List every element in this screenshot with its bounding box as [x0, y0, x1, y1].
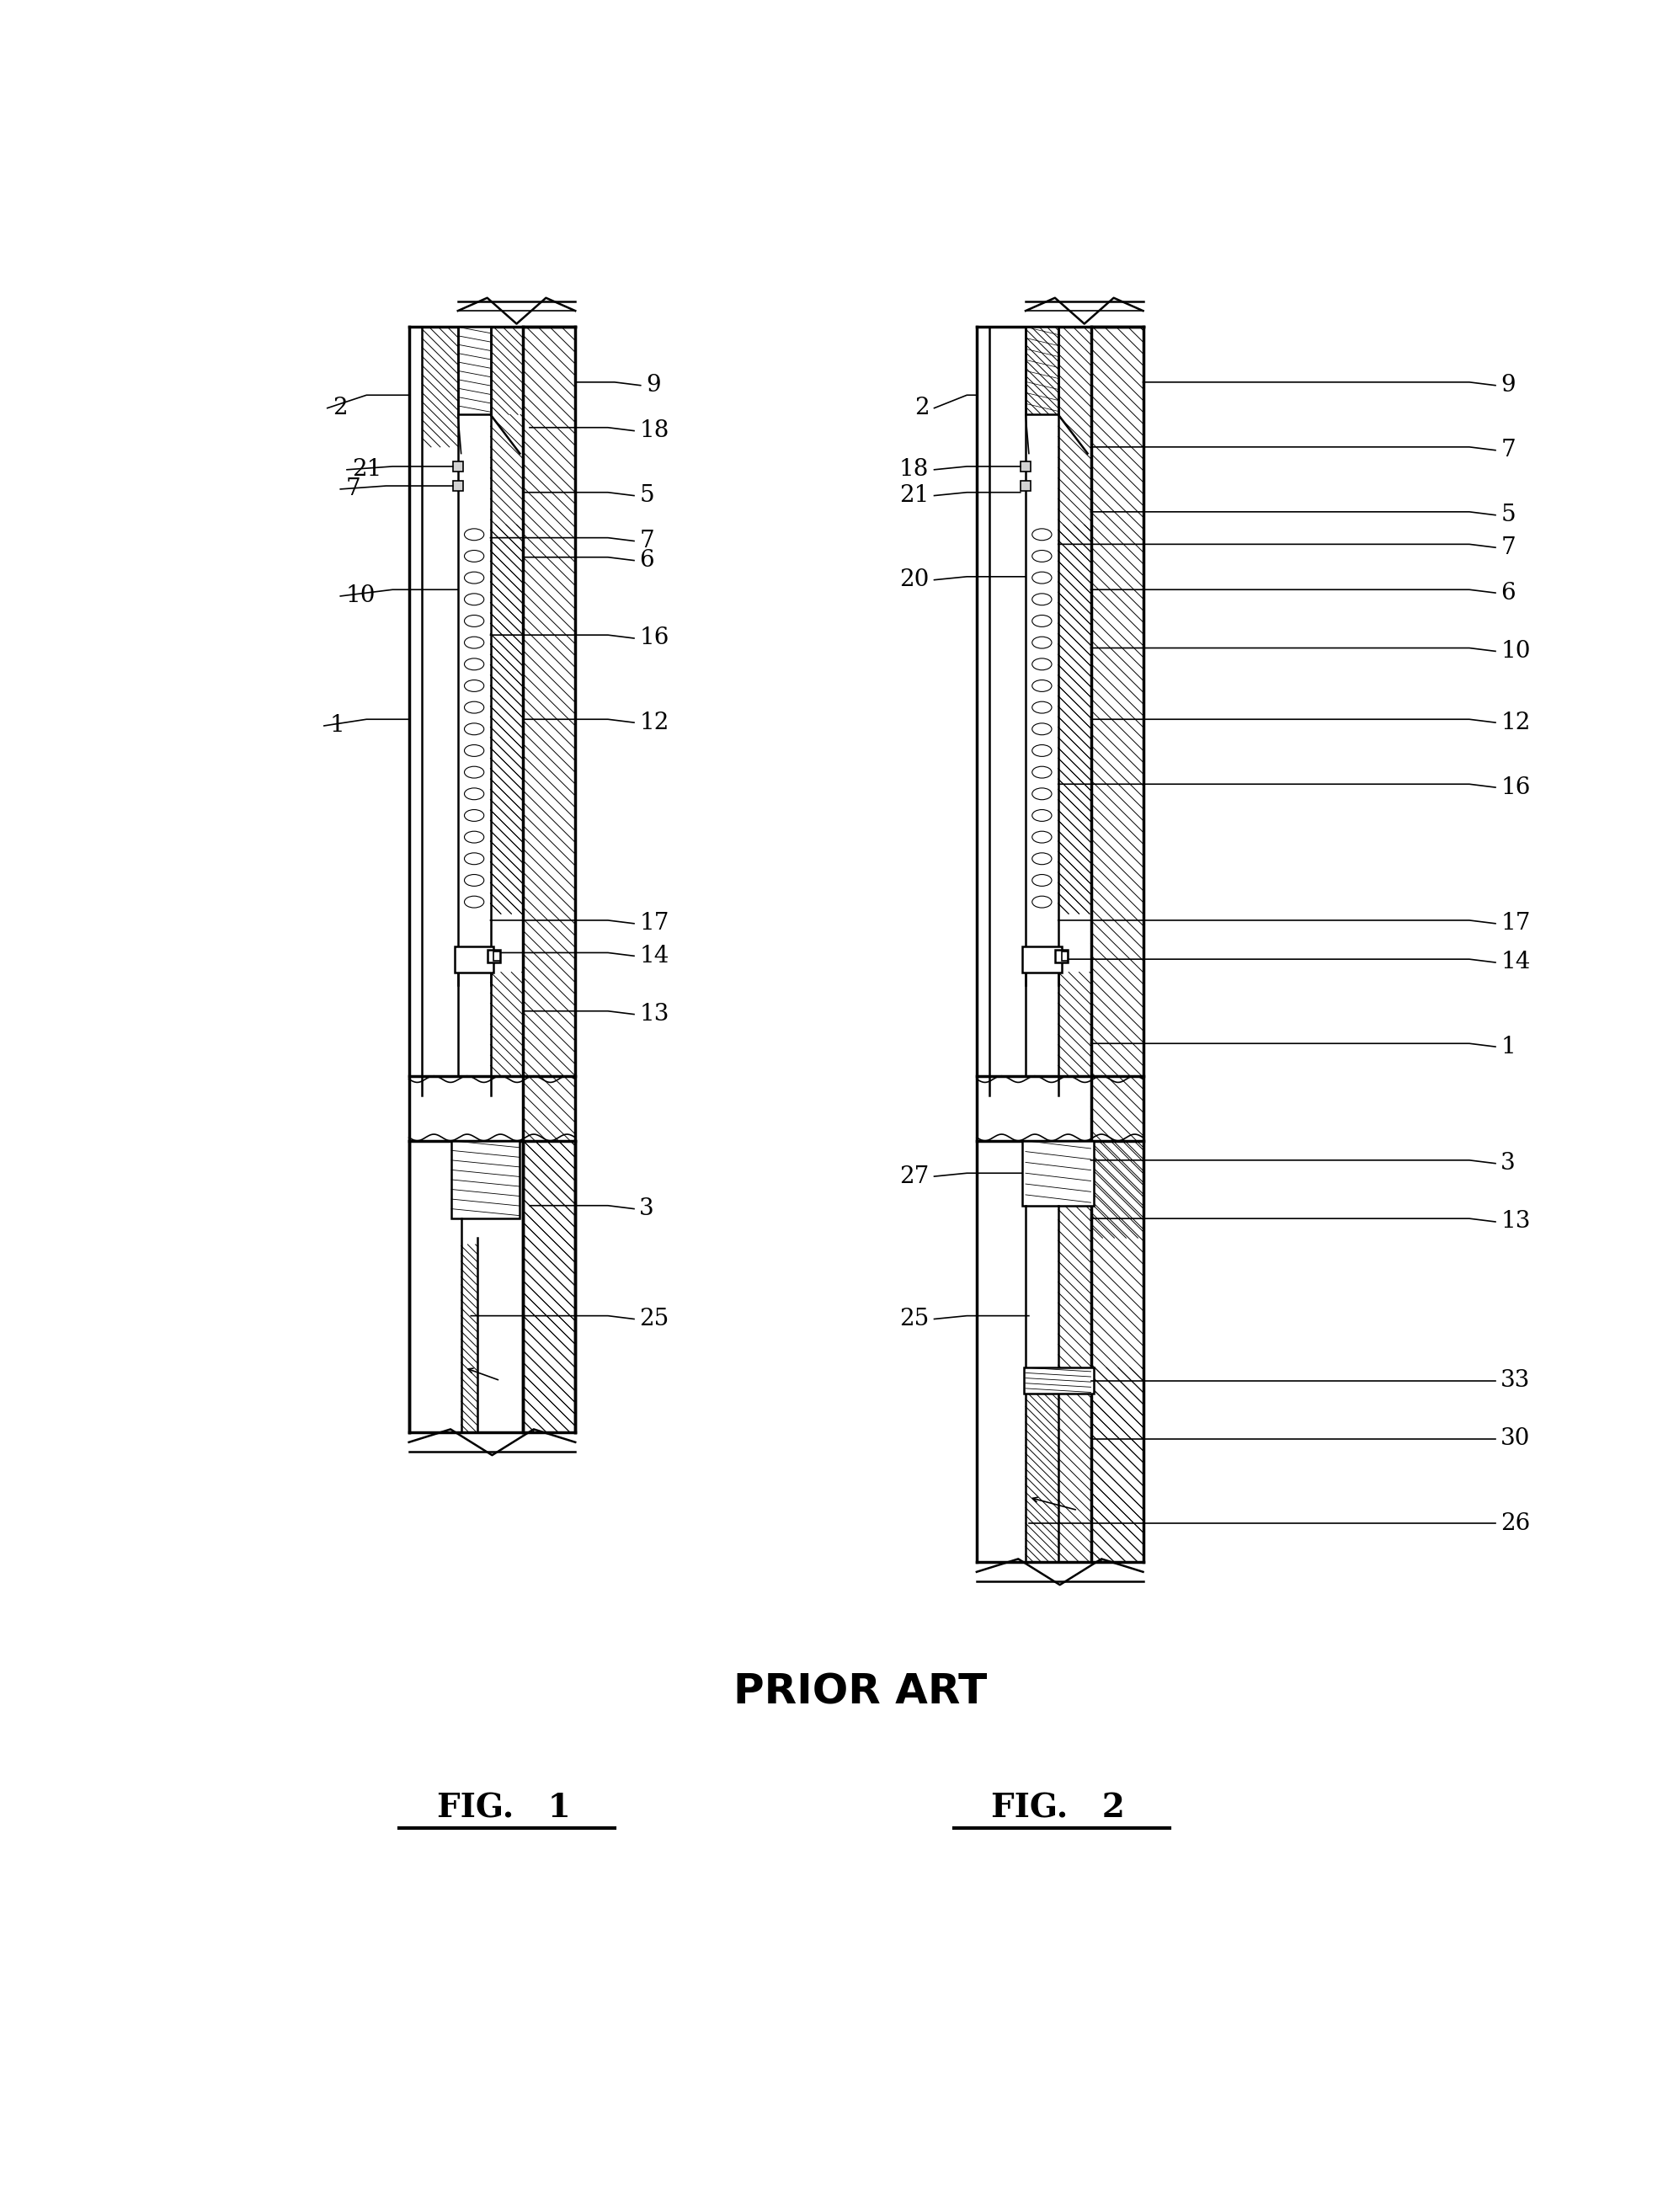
Text: 3: 3 [1501, 1152, 1516, 1175]
Text: 10: 10 [346, 584, 376, 608]
Text: 17: 17 [640, 911, 670, 936]
Text: 21: 21 [353, 458, 381, 480]
Text: 9: 9 [1501, 374, 1516, 396]
Bar [1054, 949, 1068, 962]
Bar [494, 951, 500, 960]
Text: 7: 7 [346, 478, 361, 500]
Bar [1021, 480, 1031, 491]
Text: 12: 12 [1501, 712, 1531, 734]
Bar [1024, 1367, 1095, 1394]
Text: 9: 9 [646, 374, 660, 396]
Bar [1026, 327, 1058, 414]
Bar [1061, 951, 1068, 960]
Text: 33: 33 [1501, 1369, 1530, 1391]
Text: 5: 5 [1501, 504, 1516, 526]
Text: 3: 3 [640, 1197, 655, 1221]
Text: PRIOR ART: PRIOR ART [734, 1672, 987, 1712]
Text: 13: 13 [1501, 1210, 1531, 1232]
Bar [455, 947, 494, 971]
Text: 30: 30 [1501, 1427, 1531, 1451]
Text: 5: 5 [640, 484, 655, 507]
Text: 17: 17 [1501, 911, 1531, 936]
Text: 21: 21 [900, 484, 928, 507]
Bar [453, 480, 463, 491]
Text: 2: 2 [913, 396, 928, 420]
Text: 1: 1 [1501, 1035, 1516, 1057]
Text: 16: 16 [640, 626, 668, 650]
Text: 7: 7 [1501, 438, 1516, 462]
Text: 1: 1 [329, 714, 344, 737]
Text: 27: 27 [900, 1166, 928, 1188]
Text: 16: 16 [1501, 776, 1531, 799]
Bar [453, 462, 463, 471]
Text: 25: 25 [900, 1307, 928, 1329]
Text: 12: 12 [640, 712, 668, 734]
Bar [1023, 947, 1061, 971]
Bar [487, 949, 500, 962]
Text: 18: 18 [640, 420, 668, 442]
Text: 6: 6 [640, 549, 655, 573]
Text: 18: 18 [900, 458, 928, 480]
Text: 20: 20 [900, 568, 928, 591]
Text: FIG.   1: FIG. 1 [437, 1792, 571, 1825]
Text: 25: 25 [640, 1307, 668, 1329]
Text: 26: 26 [1501, 1511, 1530, 1535]
Text: 7: 7 [1501, 535, 1516, 560]
Bar [458, 327, 490, 414]
Text: FIG.   2: FIG. 2 [991, 1792, 1125, 1825]
Text: 14: 14 [1501, 951, 1531, 973]
Bar [1021, 462, 1031, 471]
Text: 2: 2 [332, 396, 348, 420]
Text: 13: 13 [640, 1002, 668, 1026]
Text: 7: 7 [640, 529, 655, 553]
Bar [452, 1141, 520, 1219]
Text: 14: 14 [640, 945, 668, 967]
Bar [1023, 1141, 1095, 1206]
Text: 10: 10 [1501, 639, 1531, 664]
Text: 6: 6 [1501, 582, 1516, 604]
